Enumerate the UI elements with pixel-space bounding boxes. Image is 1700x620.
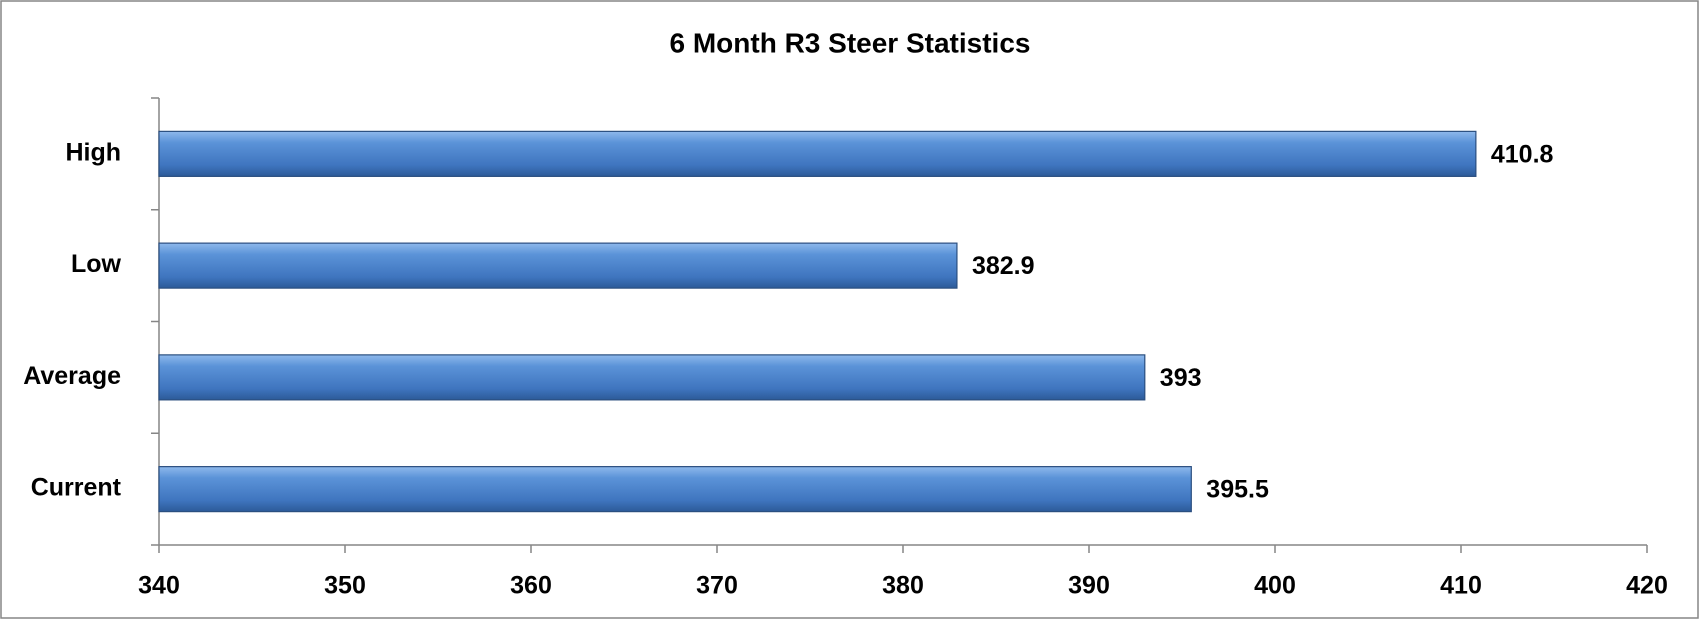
value-label: 393 <box>1160 364 1202 392</box>
y-tick-label: Low <box>71 250 122 278</box>
x-tick-label: 390 <box>1068 572 1110 600</box>
x-tick-label: 350 <box>324 572 366 600</box>
x-tick-label: 420 <box>1626 572 1668 600</box>
x-tick-label: 370 <box>696 572 738 600</box>
value-label: 395.5 <box>1206 476 1269 504</box>
value-label: 382.9 <box>972 252 1035 280</box>
chart-title: 6 Month R3 Steer Statistics <box>670 27 1031 58</box>
x-tick-label: 360 <box>510 572 552 600</box>
y-tick-label: Average <box>23 362 121 390</box>
x-tick-label: 380 <box>882 572 924 600</box>
y-tick-label: High <box>65 138 121 166</box>
x-tick-label: 400 <box>1254 572 1296 600</box>
value-label: 410.8 <box>1491 140 1554 168</box>
x-tick-label: 340 <box>138 572 180 600</box>
y-tick-label: Current <box>31 474 122 502</box>
bar <box>158 130 1477 177</box>
bar <box>158 354 1146 401</box>
x-tick-label: 410 <box>1440 572 1482 600</box>
bar <box>158 466 1192 513</box>
bar <box>158 242 958 289</box>
